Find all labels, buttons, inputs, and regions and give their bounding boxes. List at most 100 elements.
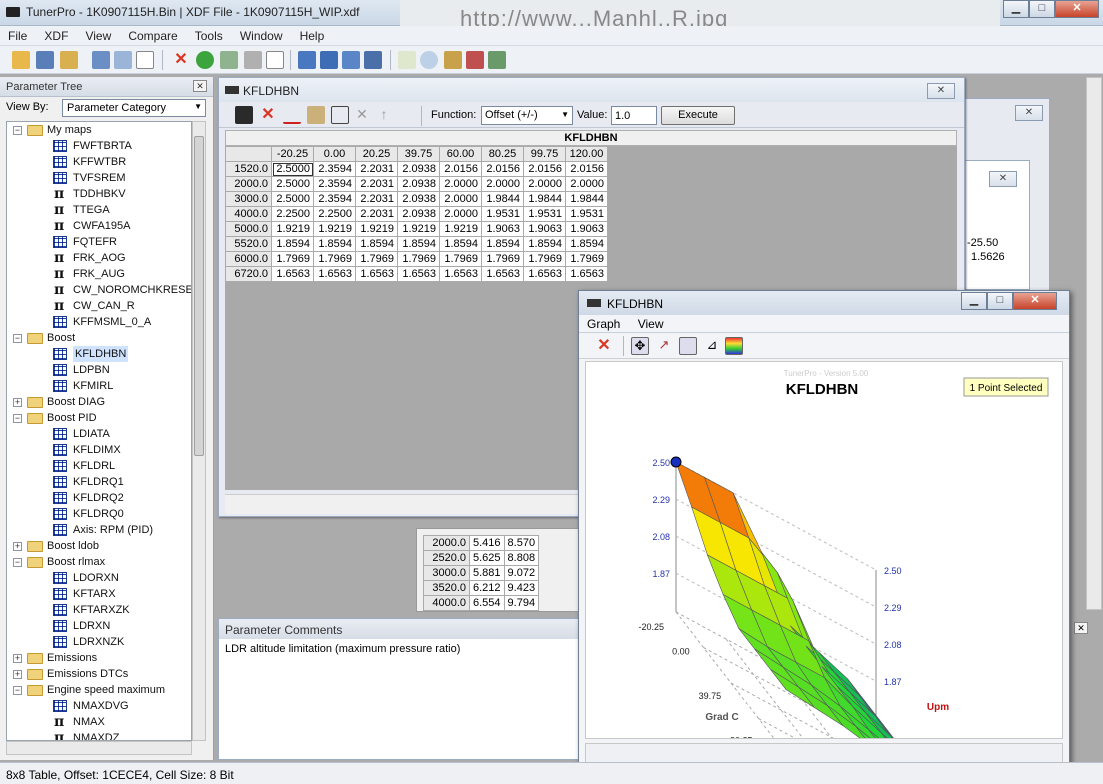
tree-item[interactable]: KFFWTBR	[7, 154, 191, 170]
surface-plot[interactable]: TunerPro - Version 5.00 KFLDHBN 1 Point …	[586, 362, 1062, 784]
close-button[interactable]: ✕	[1055, 0, 1099, 18]
table-cell[interactable]: 1.8594	[523, 236, 566, 252]
tree-item[interactable]: π NMAXDZ	[7, 730, 191, 740]
tree-folder[interactable]: − Boost PID	[7, 410, 191, 426]
row-header[interactable]: 1520.0	[225, 161, 272, 177]
selected-point[interactable]	[670, 456, 682, 468]
collapse-icon[interactable]: −	[13, 685, 22, 695]
table-cell[interactable]: 1.9219	[313, 221, 356, 237]
table-cell[interactable]: 2.5000	[271, 191, 314, 207]
comments-text[interactable]: LDR altitude limitation (maximum pressur…	[225, 643, 461, 655]
expand-icon[interactable]: +	[13, 397, 22, 407]
table-cell[interactable]: 2.0156	[439, 161, 482, 177]
table-cell[interactable]: 1.9531	[523, 206, 566, 222]
table-cell[interactable]: 2.0156	[565, 161, 608, 177]
column-header[interactable]: 20.25	[355, 146, 398, 162]
table-cell[interactable]: 2.3594	[313, 191, 356, 207]
split-view-icon[interactable]	[320, 51, 338, 69]
maximize-button[interactable]: □	[1029, 0, 1055, 18]
tree-folder[interactable]: + Emissions	[7, 650, 191, 666]
table-cell[interactable]: 1.8594	[271, 236, 314, 252]
table-cell[interactable]: 2.2031	[355, 191, 398, 207]
row-header[interactable]: 2520.0	[423, 550, 470, 566]
table-cell[interactable]: 1.9219	[271, 221, 314, 237]
column-header[interactable]: 60.00	[439, 146, 482, 162]
row-header[interactable]: 2000.0	[423, 535, 470, 551]
column-header[interactable]: 0.00	[313, 146, 356, 162]
table-cell[interactable]: 1.9063	[523, 221, 566, 237]
table-cell[interactable]: 2.5000	[271, 161, 314, 177]
import-icon[interactable]	[92, 51, 110, 69]
table-cell[interactable]: 2.0000	[439, 206, 482, 222]
table-cell[interactable]: 2.0000	[439, 191, 482, 207]
row-header[interactable]: 3000.0	[225, 191, 272, 207]
table-cell[interactable]: 1.9219	[397, 221, 440, 237]
move-icon[interactable]: ✥	[631, 337, 649, 355]
minimize-button[interactable]: ▁	[961, 292, 987, 310]
arrows-icon[interactable]: ↑	[380, 106, 388, 122]
row-header[interactable]: 2000.0	[225, 176, 272, 192]
tree-item[interactable]: π CW_CAN_R	[7, 298, 191, 314]
tree-item[interactable]: Axis: RPM (PID)	[7, 522, 191, 538]
table-cell[interactable]: 2.2031	[355, 206, 398, 222]
table-cell[interactable]: 1.7969	[439, 251, 482, 267]
column-header[interactable]: 120.00	[565, 146, 608, 162]
table-cell[interactable]: 2.0000	[481, 176, 524, 192]
table-cell[interactable]: 1.8594	[565, 236, 608, 252]
close-button[interactable]: ✕	[1015, 105, 1043, 121]
tree-folder[interactable]: + Boost ldob	[7, 538, 191, 554]
tree-folder[interactable]: − Boost rlmax	[7, 554, 191, 570]
row-header[interactable]: 3520.0	[423, 580, 470, 596]
table-cell[interactable]: 1.7969	[565, 251, 608, 267]
table-cell[interactable]: 1.9844	[523, 191, 566, 207]
comments-close-button[interactable]: ✕	[1074, 622, 1088, 634]
tree-item[interactable]: LDRXNZK	[7, 634, 191, 650]
table-cell[interactable]: 1.7969	[313, 251, 356, 267]
panel-icon[interactable]	[298, 51, 316, 69]
table-cell[interactable]: 2.0938	[397, 191, 440, 207]
table-cell[interactable]: 2.0000	[523, 176, 566, 192]
search-icon[interactable]	[420, 51, 438, 69]
table-cell[interactable]: 1.6563	[355, 266, 398, 282]
collapse-icon[interactable]: −	[13, 333, 22, 343]
tree-item[interactable]: KFLDIMX	[7, 442, 191, 458]
table-cell[interactable]: 6.554	[469, 595, 505, 611]
graph-icon[interactable]	[283, 106, 301, 124]
tree-item[interactable]: FQTEFR	[7, 234, 191, 250]
delete-icon[interactable]: ✕	[261, 106, 275, 123]
row-header[interactable]: 5000.0	[225, 221, 272, 237]
collapse-icon[interactable]: −	[13, 413, 22, 423]
open-xdf-icon[interactable]	[60, 51, 78, 69]
function-select[interactable]: Offset (+/-)	[481, 106, 573, 125]
expand-icon[interactable]: +	[13, 653, 22, 663]
table-cell[interactable]: 1.6563	[271, 266, 314, 282]
table-cell[interactable]: 1.9063	[565, 221, 608, 237]
table-cell[interactable]: 6.212	[469, 580, 505, 596]
scrollbar-thumb[interactable]	[194, 136, 204, 456]
tree-item[interactable]: π FRK_AOG	[7, 250, 191, 266]
table-cell[interactable]: 2.0156	[481, 161, 524, 177]
tree-item[interactable]: π CW_NOROMCHKRESET	[7, 282, 191, 298]
new-document-icon[interactable]	[136, 51, 154, 69]
binary-icon[interactable]	[398, 51, 416, 69]
table-cell[interactable]: 1.7969	[355, 251, 398, 267]
tree-folder[interactable]: + Boost DIAG	[7, 394, 191, 410]
save-icon[interactable]	[36, 51, 54, 69]
menu-window[interactable]: Window	[239, 29, 283, 43]
minimize-button[interactable]: ▁	[1003, 0, 1029, 18]
tree-item[interactable]: KFLDRL	[7, 458, 191, 474]
collapse-icon[interactable]: −	[13, 557, 22, 567]
table-cell[interactable]: 5.625	[469, 550, 505, 566]
graph-menu-graph[interactable]: Graph	[587, 317, 621, 331]
table-cell[interactable]: 1.9844	[565, 191, 608, 207]
close-button[interactable]: ✕	[927, 83, 955, 99]
table-cell[interactable]: 2.2500	[313, 206, 356, 222]
export-icon[interactable]	[114, 51, 132, 69]
table-cell[interactable]: 1.6563	[523, 266, 566, 282]
tree-item[interactable]: LDRXN	[7, 618, 191, 634]
compare-icon[interactable]	[307, 106, 325, 124]
table-cell[interactable]: 1.9531	[565, 206, 608, 222]
window-icon[interactable]	[342, 51, 360, 69]
tree-folder[interactable]: − Boost	[7, 330, 191, 346]
table-cell[interactable]: 9.072	[503, 565, 540, 581]
